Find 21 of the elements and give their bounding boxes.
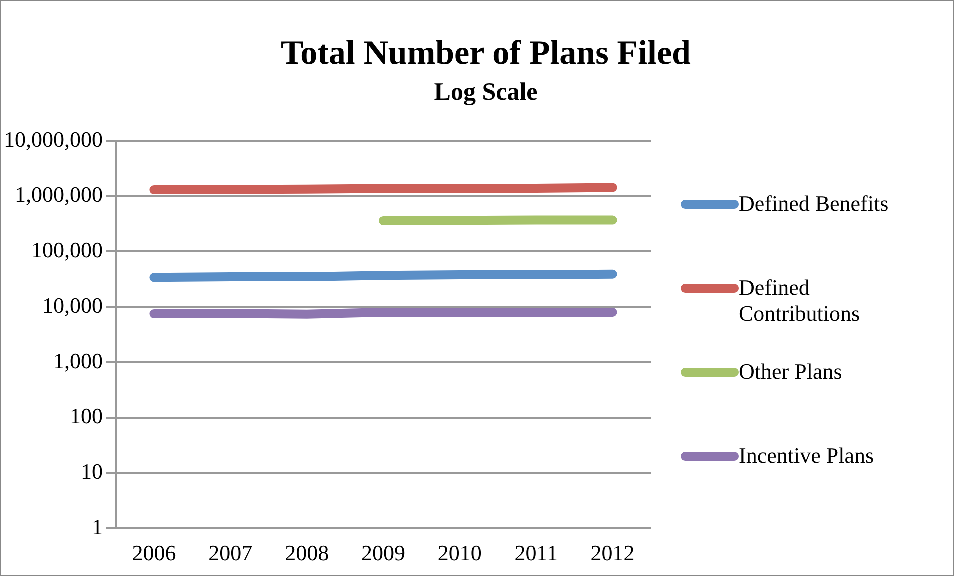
y-tick-label: 10,000 bbox=[42, 292, 103, 318]
x-tick-label: 2008 bbox=[285, 540, 330, 566]
y-tick-label: 10 bbox=[81, 459, 103, 484]
x-tick-label: 2011 bbox=[514, 540, 558, 566]
y-tick-label: 1,000 bbox=[54, 348, 103, 374]
chart-title: Total Number of Plans Filed bbox=[280, 35, 692, 73]
legend-label: Defined Contributions bbox=[739, 275, 862, 327]
x-tick-label: 2007 bbox=[208, 540, 253, 566]
x-tick-label: 2010 bbox=[438, 540, 482, 566]
legend-label: Defined Benefits bbox=[739, 191, 889, 217]
legend-label: Incentive Plans bbox=[739, 443, 874, 469]
legend-label: Other Plans bbox=[739, 359, 842, 385]
x-tick-label: 2006 bbox=[132, 540, 176, 566]
chart-subtitle: Log Scale bbox=[433, 79, 539, 107]
x-tick-label: 2009 bbox=[362, 540, 406, 566]
y-tick-label: 100,000 bbox=[32, 238, 103, 263]
y-tick-label: 10,000,000 bbox=[4, 126, 103, 152]
y-tick-label: 100 bbox=[70, 404, 103, 429]
x-tick-label: 2012 bbox=[590, 540, 635, 566]
y-tick-label: 1,000,000 bbox=[15, 182, 103, 208]
y-tick-label: 1 bbox=[92, 514, 103, 540]
